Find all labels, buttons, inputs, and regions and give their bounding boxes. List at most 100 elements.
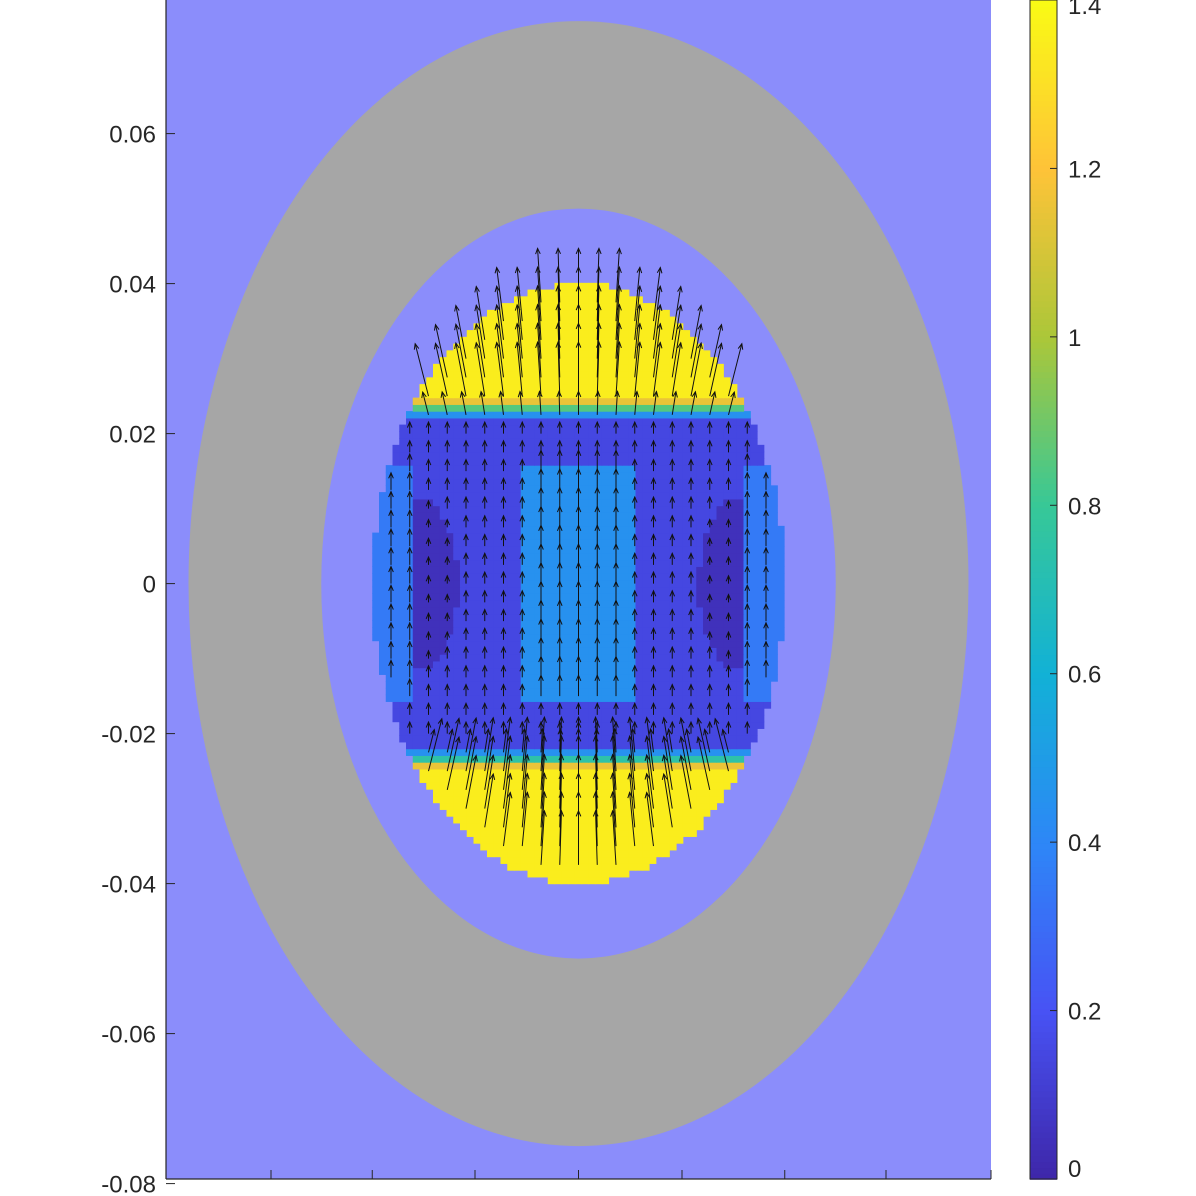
field-cell bbox=[446, 579, 454, 588]
field-cell bbox=[520, 546, 529, 554]
quiver-arrow bbox=[668, 729, 673, 753]
field-cell bbox=[696, 600, 704, 608]
quiver-arrowhead bbox=[744, 602, 751, 610]
field-cell bbox=[635, 600, 643, 608]
quiver-arrowhead bbox=[627, 716, 633, 724]
field-cell bbox=[507, 843, 515, 851]
field-cell bbox=[399, 566, 407, 574]
quiver-arrowhead bbox=[463, 514, 469, 522]
field-cell bbox=[642, 343, 650, 351]
field-cell bbox=[392, 640, 400, 648]
field-cell bbox=[446, 478, 454, 486]
field-cell bbox=[682, 735, 691, 743]
field-cell bbox=[601, 397, 610, 405]
quiver-arrowhead bbox=[519, 645, 526, 653]
field-cell bbox=[399, 667, 407, 675]
field-cell bbox=[534, 627, 542, 635]
field-cell bbox=[433, 775, 441, 783]
field-cell bbox=[439, 397, 448, 405]
field-cell bbox=[487, 573, 495, 581]
field-cell bbox=[453, 660, 461, 669]
field-cell bbox=[703, 552, 711, 561]
field-cell bbox=[480, 748, 488, 756]
field-cell bbox=[588, 411, 596, 419]
field-cell bbox=[419, 667, 427, 675]
field-cell bbox=[487, 687, 495, 696]
field-cell bbox=[723, 586, 731, 594]
field-cell bbox=[419, 660, 427, 669]
quiver-arrowhead bbox=[631, 608, 638, 616]
field-cell bbox=[763, 667, 772, 675]
field-cell bbox=[622, 316, 630, 324]
field-cell bbox=[547, 343, 556, 351]
field-cell bbox=[750, 620, 758, 628]
field-cell bbox=[439, 721, 448, 729]
field-cell bbox=[439, 701, 448, 709]
field-cell bbox=[534, 782, 542, 790]
field-cell bbox=[763, 627, 772, 635]
field-cell bbox=[487, 552, 495, 561]
field-cell bbox=[642, 836, 650, 844]
field-cell bbox=[662, 492, 670, 500]
field-cell bbox=[723, 667, 731, 675]
field-cell bbox=[554, 694, 562, 702]
field-cell bbox=[676, 451, 684, 459]
field-cell bbox=[750, 512, 758, 520]
quiver-arrowhead bbox=[519, 514, 526, 522]
field-cell bbox=[763, 687, 772, 696]
field-cell bbox=[554, 498, 562, 507]
field-cell bbox=[642, 708, 650, 716]
field-cell bbox=[595, 843, 603, 851]
field-cell bbox=[635, 762, 643, 770]
field-cell bbox=[561, 829, 569, 837]
field-cell bbox=[655, 350, 664, 358]
field-cell bbox=[500, 492, 508, 500]
quiver-arrowhead bbox=[613, 720, 619, 728]
field-cell bbox=[392, 633, 400, 642]
field-cell bbox=[642, 350, 650, 358]
field-cell bbox=[615, 357, 623, 365]
quiver-arrowhead bbox=[575, 702, 582, 710]
field-cell bbox=[568, 519, 576, 527]
field-cell bbox=[439, 431, 448, 439]
field-cell bbox=[487, 782, 495, 790]
quiver-arrowhead bbox=[650, 514, 657, 522]
field-cell bbox=[446, 363, 454, 372]
field-cell bbox=[696, 762, 704, 770]
quiver-arrowhead bbox=[631, 664, 638, 672]
quiver-arrowhead bbox=[500, 552, 507, 560]
field-cell bbox=[730, 579, 738, 588]
field-cell bbox=[541, 849, 549, 858]
field-cell bbox=[777, 552, 785, 561]
field-cell bbox=[588, 296, 596, 304]
field-cell bbox=[446, 525, 454, 534]
field-cell bbox=[628, 721, 637, 729]
field-cell bbox=[581, 849, 589, 858]
field-cell bbox=[669, 465, 677, 473]
field-cell bbox=[628, 579, 637, 588]
field-cell bbox=[622, 424, 630, 432]
field-cell bbox=[662, 546, 670, 554]
field-cell bbox=[439, 687, 448, 696]
field-cell bbox=[689, 471, 697, 480]
field-cell bbox=[568, 444, 576, 453]
quiver-arrowhead bbox=[388, 565, 394, 573]
quiver-arrowhead bbox=[463, 495, 469, 503]
field-cell bbox=[473, 836, 481, 844]
field-cell bbox=[399, 586, 407, 594]
field-cell bbox=[568, 390, 576, 399]
field-cell bbox=[655, 768, 664, 777]
field-cell bbox=[419, 681, 427, 689]
field-cell bbox=[608, 431, 616, 439]
field-cell bbox=[581, 681, 589, 689]
field-cell bbox=[669, 633, 677, 642]
field-cell bbox=[500, 444, 508, 453]
field-cell bbox=[507, 370, 515, 378]
field-cell bbox=[750, 708, 758, 716]
field-cell bbox=[601, 836, 610, 844]
field-cell bbox=[466, 546, 475, 554]
field-cell bbox=[507, 343, 515, 351]
field-cell bbox=[642, 478, 650, 486]
field-cell bbox=[696, 546, 704, 554]
field-cell bbox=[581, 586, 589, 594]
